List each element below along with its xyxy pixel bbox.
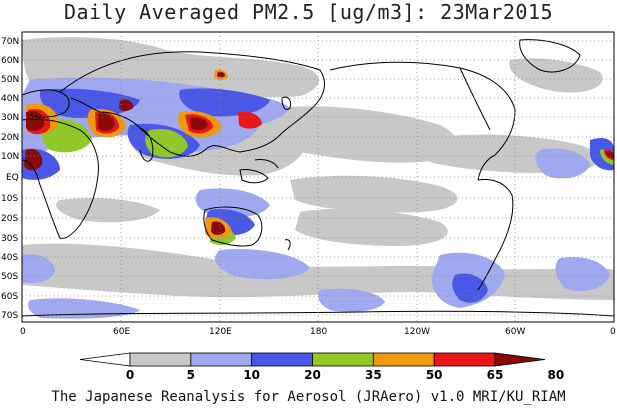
colorbar-segment	[433, 352, 496, 367]
lat-label: 50N	[1, 75, 19, 85]
coastlines	[22, 39, 614, 317]
lat-label: 20S	[1, 214, 18, 224]
lat-label: 70N	[1, 37, 19, 47]
colorbar-segment	[372, 352, 435, 367]
lat-label: 10S	[1, 194, 18, 204]
lat-label: 40S	[1, 253, 18, 263]
lon-label: 120W	[404, 327, 430, 337]
level-80-plus-regions	[24, 71, 614, 235]
colorbar-tick-label: 0	[126, 368, 134, 382]
lat-label: 70S	[1, 311, 18, 321]
colorbar-tick-label: 5	[187, 368, 195, 382]
lat-label: 20N	[1, 133, 19, 143]
colorbar-segment	[312, 352, 374, 367]
lat-label: 40N	[1, 94, 19, 104]
colorbar-tick-label: 20	[304, 368, 321, 382]
lat-label: 60N	[1, 56, 19, 66]
longitude-labels: 0 60E 120E 180 120W 60W 0	[20, 327, 616, 337]
colorbar-tick-label: 10	[243, 368, 260, 382]
lon-label: 60W	[505, 327, 525, 337]
grid-lines	[22, 32, 614, 322]
latitude-labels: 70N 60N 50N 40N 30N 20N 10N EQ 10S 20S 3…	[1, 37, 19, 321]
colorbar-segment	[190, 352, 253, 367]
colorbar-segment	[129, 352, 192, 367]
lat-label: EQ	[6, 173, 19, 183]
footer-caption: The Japanese Reanalysis for Aerosol (JRA…	[51, 389, 566, 405]
lon-label: 0	[20, 327, 26, 337]
colorbar: 0 5 10 20 35 50 65 80	[79, 352, 564, 382]
lat-label: 30N	[1, 113, 19, 123]
lon-label: 60E	[113, 327, 130, 337]
lon-label: 120E	[209, 327, 232, 337]
lon-label: 180	[310, 327, 327, 337]
colorbar-tick-label: 50	[426, 368, 443, 382]
map-title: Daily Averaged PM2.5 [ug/m3]: 23Mar2015	[63, 0, 554, 24]
lat-label: 30S	[1, 234, 18, 244]
colorbar-segment	[251, 352, 313, 367]
lat-label: 50S	[1, 272, 18, 282]
colorbar-tick-label: 80	[547, 368, 564, 382]
lat-label: 10N	[1, 152, 19, 162]
colorbar-tick-label: 35	[365, 368, 382, 382]
lat-label: 60S	[1, 292, 18, 302]
lon-label: 0	[610, 327, 616, 337]
colorbar-segment	[79, 352, 131, 367]
map-frame	[21, 31, 615, 323]
colorbar-segment	[494, 352, 546, 367]
colorbar-tick-label: 65	[487, 368, 504, 382]
